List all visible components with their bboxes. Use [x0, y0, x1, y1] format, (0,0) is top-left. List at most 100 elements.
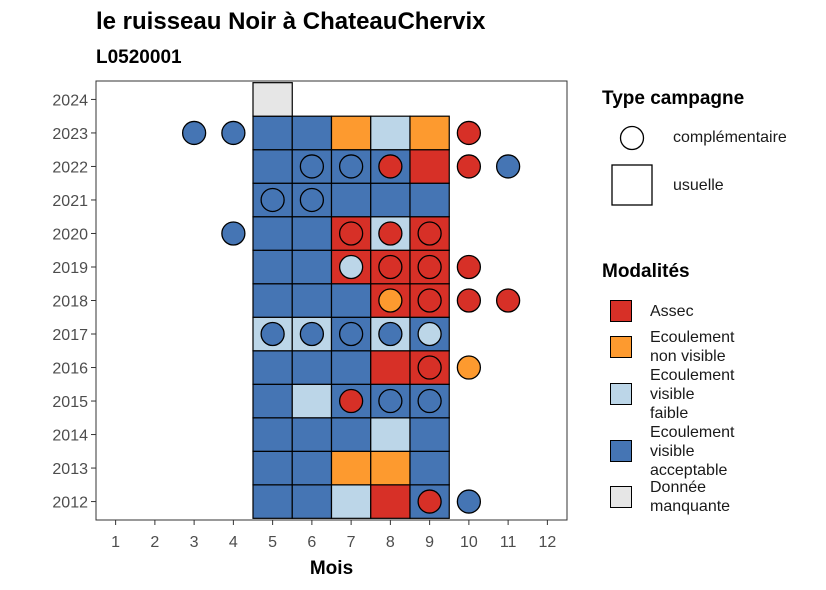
- tile-usuelle: [252, 450, 293, 486]
- point-complementaire: [299, 187, 325, 213]
- tile-usuelle: [330, 283, 372, 318]
- x-tick-label: 6: [307, 534, 316, 551]
- point-complementaire: [221, 120, 246, 146]
- y-tick-label: 2020: [52, 226, 88, 243]
- legend-swatch: [610, 383, 632, 405]
- legend-circle-symbol: [619, 125, 645, 151]
- legend-label-line: manquante: [650, 498, 731, 515]
- tile-usuelle: [370, 182, 411, 218]
- legend-label-line: Donnée: [650, 479, 707, 496]
- tile-usuelle: [330, 417, 372, 452]
- x-tick-label: 2: [150, 534, 159, 551]
- x-tick-label: 7: [347, 534, 356, 551]
- point-complementaire: [378, 288, 403, 313]
- point-complementaire: [456, 288, 482, 313]
- tile-usuelle: [370, 450, 411, 486]
- y-tick-label: 2022: [52, 159, 88, 176]
- legend-modalites-title: Modalités: [602, 261, 690, 282]
- legend-swatch: [610, 300, 632, 322]
- tile-usuelle: [252, 115, 293, 151]
- tile-usuelle: [330, 350, 372, 385]
- y-tick-label: 2015: [52, 394, 88, 411]
- point-complementaire: [378, 154, 403, 179]
- x-tick-label: 5: [268, 534, 277, 551]
- tile-usuelle: [409, 149, 450, 184]
- point-complementaire: [417, 321, 442, 347]
- tile-usuelle: [370, 350, 411, 385]
- point-complementaire: [338, 388, 364, 414]
- point-complementaire: [495, 154, 521, 179]
- y-tick-label: 2013: [52, 461, 88, 478]
- point-complementaire: [417, 288, 442, 313]
- point-complementaire: [181, 120, 207, 146]
- legend-swatch: [610, 336, 632, 358]
- point-complementaire: [260, 321, 285, 347]
- legend-modalite-label: Ecoulement non visible: [650, 328, 735, 366]
- tile-usuelle: [252, 283, 293, 318]
- x-tick-label: 8: [386, 534, 395, 551]
- legend-type-usuelle: usuelle: [673, 177, 724, 194]
- tile-usuelle: [370, 115, 411, 151]
- point-complementaire: [221, 221, 246, 246]
- point-complementaire: [338, 321, 364, 347]
- plot-area: 1 2 3 4 5 6 7 8 9 10 11 122012201320142015201620172…: [52, 80, 568, 579]
- legend-swatch: [610, 440, 632, 462]
- legend-type-title: Type campagne: [602, 88, 745, 109]
- legend-type-complementaire: complémentaire: [673, 129, 787, 146]
- tile-usuelle: [291, 450, 333, 486]
- legend-swatch: [610, 486, 632, 508]
- y-tick-label: 2024: [52, 92, 88, 109]
- tile-usuelle: [370, 484, 411, 519]
- legend-label-line: non visible: [650, 348, 726, 365]
- x-tick-label: 9: [425, 534, 434, 551]
- x-tick-label: 1: [111, 534, 120, 551]
- point-complementaire: [456, 254, 482, 280]
- point-complementaire: [456, 120, 482, 146]
- tile-usuelle: [330, 450, 372, 486]
- x-tick-label: 12: [538, 534, 556, 551]
- point-complementaire: [260, 187, 285, 213]
- tile-usuelle: [409, 450, 450, 486]
- point-complementaire: [378, 221, 403, 246]
- legend-modalite-label: Donnée manquante: [650, 478, 730, 516]
- legend-modalite-label: Assec: [650, 302, 694, 321]
- point-complementaire: [378, 388, 403, 414]
- point-complementaire: [338, 221, 364, 246]
- y-tick-label: 2018: [52, 294, 88, 311]
- legend-modalite-label: Ecoulement visible faible: [650, 366, 735, 423]
- point-complementaire: [378, 254, 403, 280]
- tile-usuelle: [291, 216, 333, 251]
- y-tick-label: 2016: [52, 361, 88, 378]
- legend-square-symbol: [611, 164, 653, 206]
- legend-label-line: visible: [650, 385, 695, 403]
- point-complementaire: [417, 254, 442, 280]
- legend-label-line: faible: [650, 404, 689, 422]
- tile-usuelle: [330, 484, 372, 519]
- tile-usuelle: [330, 115, 372, 151]
- point-complementaire: [299, 154, 325, 179]
- x-tick-label: 4: [229, 534, 238, 551]
- tile-usuelle: [409, 182, 450, 218]
- point-complementaire: [456, 489, 482, 514]
- point-complementaire: [456, 355, 482, 380]
- tile-usuelle: [291, 115, 333, 151]
- y-tick-label: 2014: [52, 428, 88, 445]
- point-complementaire: [417, 355, 442, 380]
- tile-usuelle: [291, 249, 333, 285]
- x-tick-label: 10: [460, 534, 478, 551]
- tile-usuelle: [252, 216, 293, 251]
- tile-usuelle: [291, 484, 333, 519]
- tile-usuelle: [252, 417, 293, 452]
- point-complementaire: [378, 321, 403, 347]
- x-axis-title: Mois: [310, 558, 353, 579]
- y-tick-label: 2021: [52, 193, 88, 210]
- tile-usuelle: [370, 417, 411, 452]
- legend-label-line: visible: [650, 442, 695, 460]
- point-complementaire: [417, 221, 442, 246]
- legend-label-line: acceptable: [650, 461, 728, 479]
- tile-usuelle: [409, 417, 450, 452]
- point-complementaire: [338, 154, 364, 179]
- tile-usuelle: [291, 283, 333, 318]
- y-tick-label: 2019: [52, 260, 88, 277]
